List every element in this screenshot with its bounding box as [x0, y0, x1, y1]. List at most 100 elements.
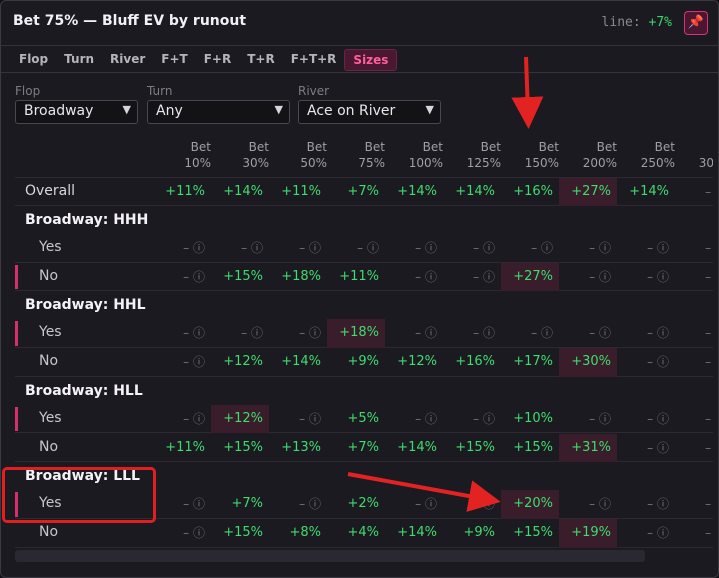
ev-cell[interactable]: +27%	[501, 262, 559, 292]
ev-cell[interactable]: +14%	[281, 354, 321, 370]
cell-unavailable[interactable]: – ⓘ	[299, 497, 321, 512]
cell-unavailable[interactable]: – ⓘ	[183, 241, 205, 255]
column-header[interactable]: Bet300%	[675, 139, 713, 171]
column-header[interactable]: Bet 30%	[211, 139, 269, 171]
ev-cell[interactable]: +11%	[165, 184, 205, 199]
cell-unavailable[interactable]: – ⓘ	[183, 411, 205, 426]
cell-unavailable[interactable]: – ⓘ	[647, 326, 669, 341]
ev-cell[interactable]: +31%	[559, 433, 617, 463]
ev-cell[interactable]: +17%	[513, 354, 553, 370]
cell-unavailable[interactable]: – ⓘ	[183, 355, 205, 370]
cell-unavailable[interactable]: – ⓘ	[705, 440, 713, 455]
tab-sizes[interactable]: Sizes	[344, 49, 398, 71]
ev-cell[interactable]: +15%	[513, 439, 553, 455]
cell-unavailable[interactable]: – ⓘ	[647, 355, 669, 370]
cell-unavailable[interactable]: – ⓘ	[705, 355, 713, 370]
cell-unavailable[interactable]: – ⓘ	[415, 326, 437, 341]
cell-unavailable[interactable]: – ⓘ	[589, 326, 611, 341]
cell-unavailable[interactable]: – ⓘ	[473, 326, 495, 341]
ev-cell[interactable]: +15%	[223, 439, 263, 455]
cell-unavailable[interactable]: – ⓘ	[705, 497, 713, 512]
ev-cell[interactable]: +7%	[231, 496, 263, 512]
column-header[interactable]: Bet 10%	[153, 139, 211, 171]
ev-cell[interactable]: +11%	[165, 439, 205, 455]
flop-select[interactable]: Broadway ▼	[15, 100, 138, 124]
ev-cell[interactable]: +14%	[397, 439, 437, 455]
column-header[interactable]: Bet 250%	[617, 139, 675, 171]
cell-unavailable[interactable]: – ⓘ	[473, 241, 495, 255]
cell-unavailable[interactable]: – ⓘ	[531, 241, 553, 255]
ev-cell[interactable]: +27%	[559, 178, 617, 206]
tab-turn[interactable]: Turn	[64, 52, 95, 66]
ev-cell[interactable]: +7%	[347, 184, 379, 199]
tab-f-plus-r[interactable]: F+R	[203, 52, 232, 66]
ev-cell[interactable]: +15%	[513, 524, 553, 540]
cell-unavailable[interactable]: – ⓘ	[183, 269, 205, 284]
ev-cell[interactable]: +19%	[559, 518, 617, 548]
ev-cell[interactable]: +15%	[223, 524, 263, 540]
column-header[interactable]: Bet 200%	[559, 139, 617, 171]
cell-unavailable[interactable]: – ⓘ	[183, 525, 205, 540]
cell-unavailable[interactable]: – ⓘ	[299, 241, 321, 255]
tab-flop[interactable]: Flop	[19, 52, 49, 66]
cell-unavailable[interactable]: – ⓘ	[647, 241, 669, 255]
ev-cell[interactable]: +30%	[559, 348, 617, 377]
ev-cell[interactable]: +5%	[347, 410, 379, 426]
cell-unavailable[interactable]: – ⓘ	[705, 326, 713, 341]
cell-unavailable[interactable]: – ⓘ	[589, 269, 611, 284]
cell-unavailable[interactable]: – ⓘ	[531, 326, 553, 341]
cell-unavailable[interactable]: – ⓘ	[589, 411, 611, 426]
cell-unavailable[interactable]: – ⓘ	[473, 411, 495, 426]
ev-cell[interactable]: +14%	[629, 184, 669, 199]
tab-f-plus-t-plus-r[interactable]: F+T+R	[290, 52, 337, 66]
ev-cell[interactable]: +14%	[397, 184, 437, 199]
ev-cell[interactable]: +8%	[289, 524, 321, 540]
ev-cell[interactable]: +9%	[463, 524, 495, 540]
ev-cell[interactable]: +11%	[339, 268, 379, 284]
river-select[interactable]: Ace on River ▼	[298, 100, 441, 124]
cell-unavailable[interactable]: – ⓘ	[705, 525, 713, 540]
turn-select[interactable]: Any ▼	[147, 100, 290, 124]
cell-unavailable[interactable]: – ⓘ	[299, 411, 321, 426]
cell-unavailable[interactable]: – ⓘ	[183, 497, 205, 512]
ev-cell[interactable]: +15%	[223, 268, 263, 284]
cell-unavailable[interactable]: – ⓘ	[647, 440, 669, 455]
cell-unavailable[interactable]: – ⓘ	[647, 269, 669, 284]
ev-cell[interactable]: +14%	[223, 184, 263, 199]
ev-cell[interactable]: +10%	[513, 410, 553, 426]
pin-icon[interactable]: 📌	[684, 11, 708, 35]
ev-cell[interactable]: +16%	[455, 354, 495, 370]
tab-t-plus-r[interactable]: T+R	[247, 52, 275, 66]
ev-cell[interactable]: +12%	[211, 404, 269, 434]
ev-cell[interactable]: +15%	[455, 439, 495, 455]
ev-cell[interactable]: +14%	[397, 524, 437, 540]
ev-cell[interactable]: +14%	[455, 184, 495, 199]
ev-cell[interactable]: +11%	[281, 184, 321, 199]
cell-unavailable[interactable]: – ⓘ	[705, 269, 713, 284]
cell-unavailable[interactable]: – ⓘ	[705, 241, 713, 255]
cell-unavailable[interactable]: – ⓘ	[241, 326, 263, 341]
cell-unavailable[interactable]: – ⓘ	[241, 241, 263, 255]
tab-f-plus-t[interactable]: F+T	[161, 52, 188, 66]
ev-cell[interactable]: +2%	[347, 496, 379, 512]
cell-unavailable[interactable]: – ⓘ	[705, 411, 713, 426]
ev-cell[interactable]: +18%	[327, 319, 385, 349]
ev-cell[interactable]: +13%	[281, 439, 321, 455]
cell-unavailable[interactable]: – ⓘ	[415, 269, 437, 284]
cell-unavailable[interactable]: – ⓘ	[473, 269, 495, 284]
cell-unavailable[interactable]: – ⓘ	[415, 241, 437, 255]
cell-unavailable[interactable]: – ⓘ	[589, 241, 611, 255]
cell-unavailable[interactable]: – ⓘ	[415, 497, 437, 512]
column-header[interactable]: Bet 75%	[327, 139, 385, 171]
ev-cell[interactable]: +20%	[501, 490, 559, 519]
column-header[interactable]: Bet 150%	[501, 139, 559, 171]
column-header[interactable]: Bet 100%	[385, 139, 443, 171]
ev-cell[interactable]: +4%	[347, 524, 379, 540]
column-header[interactable]: Bet 125%	[443, 139, 501, 171]
tab-river[interactable]: River	[110, 52, 146, 66]
cell-unavailable[interactable]: – ⓘ	[299, 326, 321, 341]
cell-unavailable[interactable]: – ⓘ	[589, 497, 611, 512]
column-header[interactable]: Bet 50%	[269, 139, 327, 171]
ev-cell[interactable]: +9%	[347, 354, 379, 370]
horizontal-scrollbar[interactable]	[15, 550, 645, 562]
